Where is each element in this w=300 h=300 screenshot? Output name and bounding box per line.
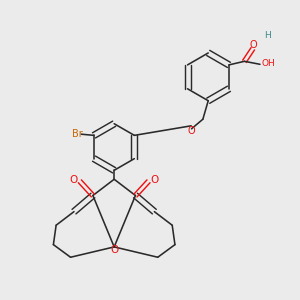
- Text: O: O: [250, 40, 257, 50]
- Text: OH: OH: [262, 59, 275, 68]
- Text: Br: Br: [72, 129, 82, 139]
- Text: O: O: [110, 245, 118, 255]
- Text: O: O: [70, 175, 78, 184]
- Text: O: O: [150, 175, 159, 184]
- Text: O: O: [187, 126, 195, 136]
- Text: H: H: [265, 32, 271, 40]
